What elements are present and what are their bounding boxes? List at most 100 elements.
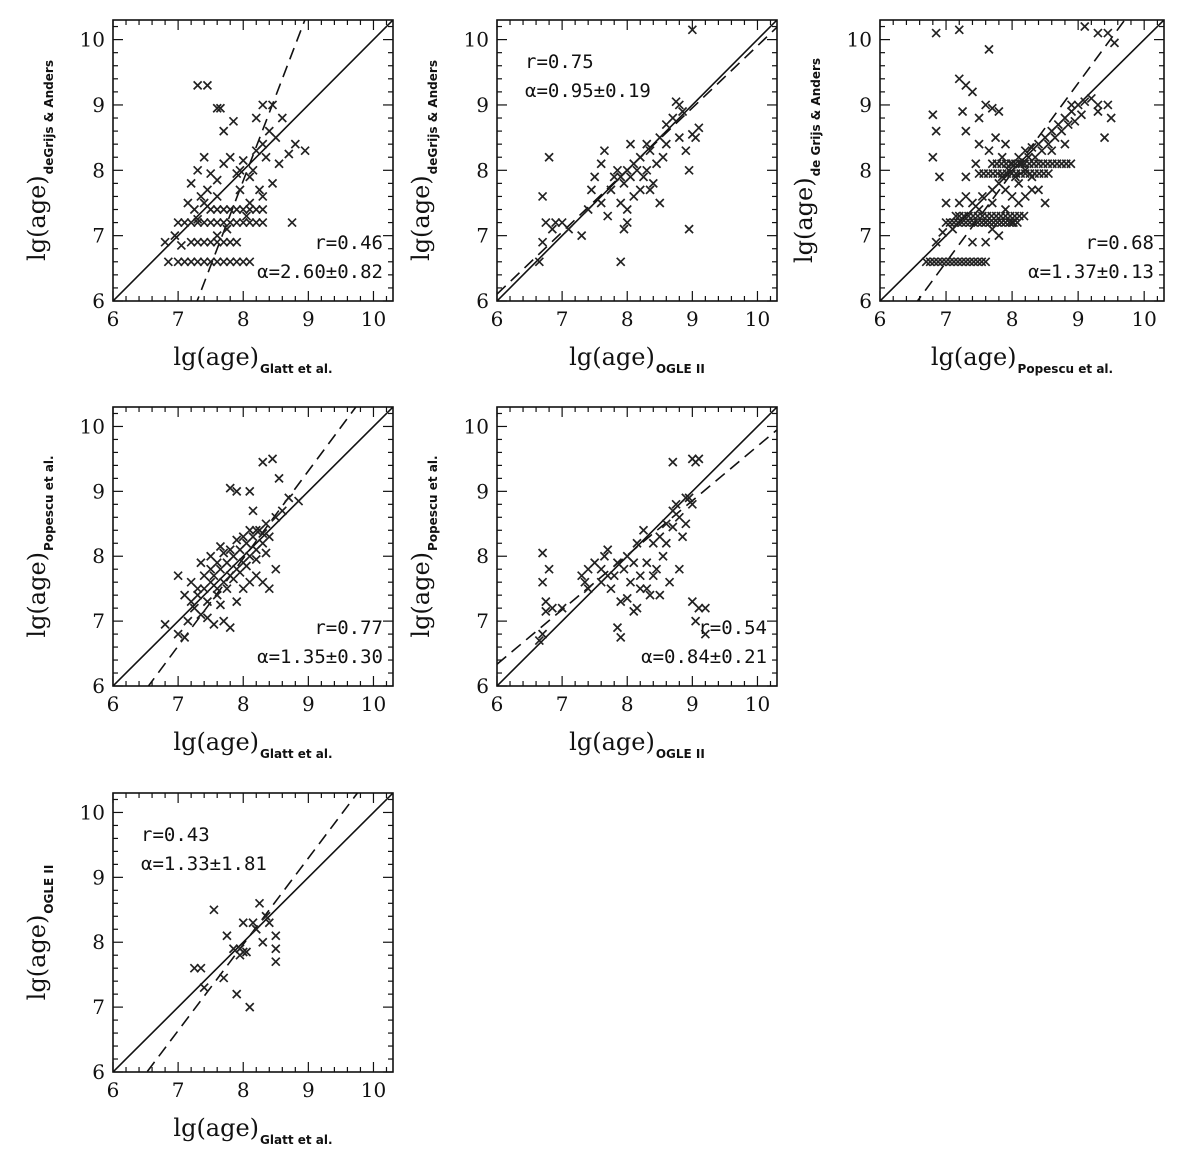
data-point bbox=[219, 548, 229, 558]
data-point bbox=[212, 175, 222, 185]
data-point bbox=[235, 165, 245, 175]
data-point bbox=[209, 905, 219, 915]
data-point bbox=[183, 198, 193, 208]
data-point bbox=[638, 525, 649, 535]
data-point bbox=[954, 198, 964, 208]
data-point bbox=[577, 231, 587, 241]
data-point bbox=[225, 483, 235, 493]
data-point bbox=[694, 454, 704, 464]
data-point bbox=[202, 80, 213, 90]
data-point bbox=[222, 931, 232, 941]
data-point bbox=[228, 116, 239, 126]
data-point bbox=[1066, 100, 1077, 110]
data-point bbox=[544, 564, 554, 574]
data-point bbox=[241, 561, 252, 571]
data-point bbox=[225, 623, 235, 633]
y-tick-label: 6 bbox=[92, 289, 105, 313]
x-tick-label: 9 bbox=[1072, 307, 1085, 331]
x-tick-label: 10 bbox=[745, 692, 770, 716]
y-tick-label: 10 bbox=[464, 28, 489, 52]
data-point bbox=[691, 133, 701, 143]
data-point bbox=[547, 224, 557, 234]
data-point bbox=[199, 983, 209, 993]
data-point bbox=[635, 185, 645, 195]
y-tick-label: 6 bbox=[859, 289, 872, 313]
data-point bbox=[622, 217, 632, 228]
fit-line bbox=[196, 20, 306, 301]
y-tick-label: 6 bbox=[92, 674, 105, 698]
data-point bbox=[173, 571, 183, 581]
data-point bbox=[241, 211, 252, 221]
plot-frame bbox=[496, 406, 778, 687]
data-point bbox=[648, 178, 658, 188]
data-point bbox=[258, 457, 268, 467]
data-point bbox=[212, 584, 222, 594]
data-point bbox=[635, 571, 645, 581]
y-tick-label: 8 bbox=[92, 930, 105, 954]
data-point bbox=[300, 146, 310, 156]
data-point bbox=[642, 165, 652, 175]
slope-label: α=1.33±1.81 bbox=[141, 853, 267, 875]
data-point bbox=[658, 551, 668, 561]
y-tick-label: 8 bbox=[476, 158, 489, 182]
data-point bbox=[206, 564, 216, 574]
data-point bbox=[1027, 185, 1037, 195]
y-tick-label: 9 bbox=[92, 93, 105, 117]
data-point bbox=[1040, 198, 1050, 208]
x-tick-label: 6 bbox=[491, 692, 504, 716]
data-point bbox=[971, 159, 981, 169]
data-point bbox=[271, 931, 281, 941]
data-point bbox=[258, 204, 268, 215]
data-point bbox=[251, 924, 261, 934]
y-tick-label: 7 bbox=[859, 224, 872, 248]
data-point bbox=[293, 496, 304, 506]
data-point bbox=[193, 80, 203, 90]
data-point bbox=[180, 632, 190, 642]
x-tick-label: 8 bbox=[237, 307, 250, 331]
data-point bbox=[1080, 97, 1090, 107]
data-point bbox=[284, 493, 294, 503]
data-point bbox=[684, 165, 694, 175]
x-tick-label: 6 bbox=[874, 307, 887, 331]
data-point bbox=[987, 185, 997, 195]
data-point bbox=[603, 545, 613, 555]
y-tick-label: 8 bbox=[92, 158, 105, 182]
data-point bbox=[258, 139, 268, 149]
data-point bbox=[261, 152, 271, 162]
data-point bbox=[967, 87, 978, 97]
data-point bbox=[245, 486, 255, 496]
data-point bbox=[583, 584, 593, 594]
data-point bbox=[274, 473, 284, 483]
data-point bbox=[1073, 100, 1083, 110]
x-tick-label: 10 bbox=[361, 692, 386, 716]
data-point bbox=[284, 149, 294, 159]
data-point bbox=[215, 600, 226, 610]
correlation-label: r=0.54 bbox=[698, 617, 767, 639]
data-point bbox=[238, 155, 248, 166]
data-point bbox=[632, 538, 642, 548]
data-point bbox=[258, 528, 268, 539]
x-axis-label: lg(age)Glatt et al. bbox=[173, 1114, 332, 1147]
panel-6: 6 7 8 9 10 6 7 8 9 10 r=0.43 α=1.33±1.81 lg(age)Glat… bbox=[23, 792, 394, 1147]
x-tick-label: 6 bbox=[107, 1078, 120, 1102]
data-point bbox=[974, 113, 984, 123]
data-point bbox=[277, 506, 287, 516]
data-point bbox=[274, 159, 284, 169]
x-tick-label: 6 bbox=[107, 307, 120, 331]
data-point bbox=[160, 619, 170, 629]
data-point bbox=[684, 224, 694, 234]
x-tick-label: 7 bbox=[172, 307, 185, 331]
data-point bbox=[173, 629, 183, 639]
x-tick-label: 7 bbox=[172, 692, 185, 716]
data-point bbox=[648, 571, 658, 581]
x-tick-label: 9 bbox=[302, 1078, 315, 1102]
x-tick-label: 7 bbox=[556, 692, 569, 716]
data-point bbox=[186, 178, 196, 188]
data-point bbox=[961, 257, 971, 267]
data-point bbox=[928, 110, 938, 120]
correlation-label: r=0.46 bbox=[314, 232, 383, 254]
plot-frame bbox=[879, 19, 1165, 302]
data-point bbox=[1019, 211, 1029, 221]
data-point bbox=[225, 545, 235, 555]
y-tick-label: 7 bbox=[92, 609, 105, 633]
